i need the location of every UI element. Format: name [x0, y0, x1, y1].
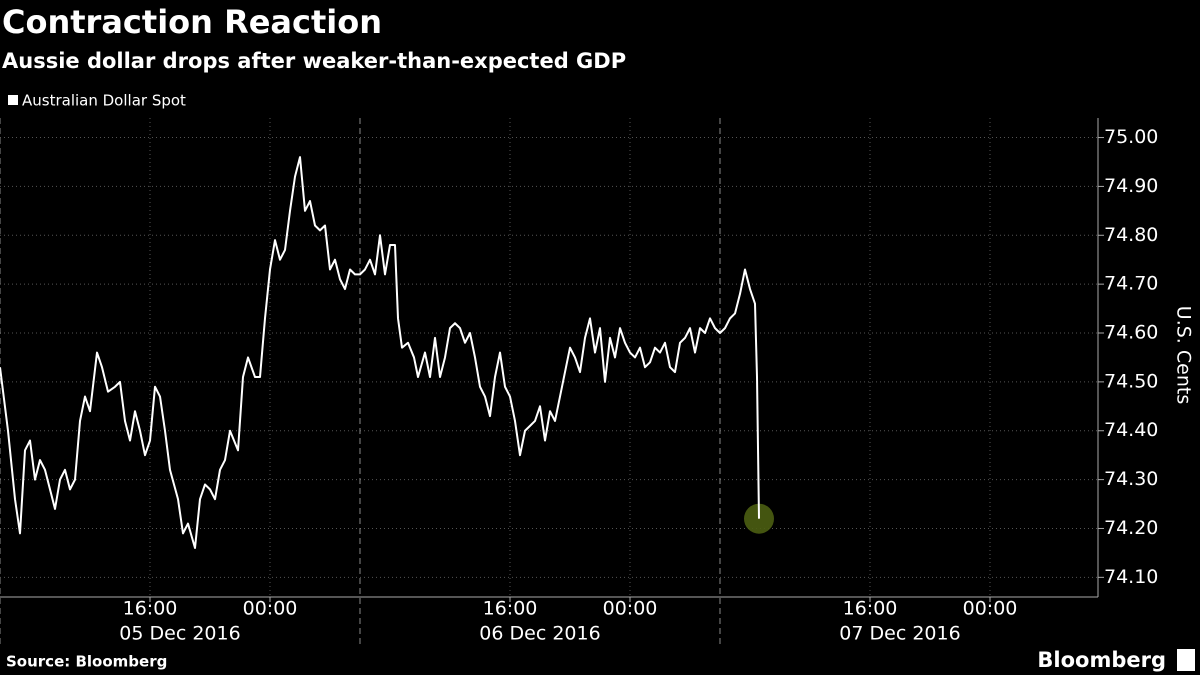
y-tick-label: 74.50 — [1104, 370, 1158, 392]
x-tick-label: 00:00 — [243, 598, 298, 620]
brand: Bloomberg — [1037, 648, 1166, 672]
legend-label: Australian Dollar Spot — [22, 92, 186, 110]
y-tick-label: 74.90 — [1104, 175, 1158, 197]
y-axis-label: U.S. Cents — [1173, 306, 1195, 404]
x-tick-label: 16:00 — [123, 598, 178, 620]
y-tick-label: 74.40 — [1104, 419, 1158, 441]
brand-icon — [1177, 649, 1195, 671]
day-label: 07 Dec 2016 — [839, 623, 960, 645]
day-label: 05 Dec 2016 — [119, 623, 240, 645]
chart-title: Contraction Reaction — [2, 3, 382, 41]
chart-subtitle: Aussie dollar drops after weaker-than-ex… — [2, 49, 626, 73]
y-tick-label: 74.30 — [1104, 468, 1158, 490]
y-tick-label: 74.10 — [1104, 566, 1158, 588]
y-tick-label: 74.60 — [1104, 322, 1158, 344]
x-tick-label: 00:00 — [603, 598, 658, 620]
source: Source: Bloomberg — [6, 653, 167, 671]
x-tick-label: 00:00 — [963, 598, 1018, 620]
x-tick-label: 16:00 — [483, 598, 538, 620]
y-tick-label: 74.20 — [1104, 517, 1158, 539]
y-tick-label: 74.80 — [1104, 224, 1158, 246]
x-tick-label: 16:00 — [843, 598, 898, 620]
highlight-point — [744, 503, 774, 534]
legend-swatch — [8, 95, 18, 105]
y-tick-label: 75.00 — [1104, 126, 1158, 148]
series-line — [0, 156, 760, 550]
day-label: 06 Dec 2016 — [479, 623, 600, 645]
y-tick-label: 74.70 — [1104, 273, 1158, 295]
